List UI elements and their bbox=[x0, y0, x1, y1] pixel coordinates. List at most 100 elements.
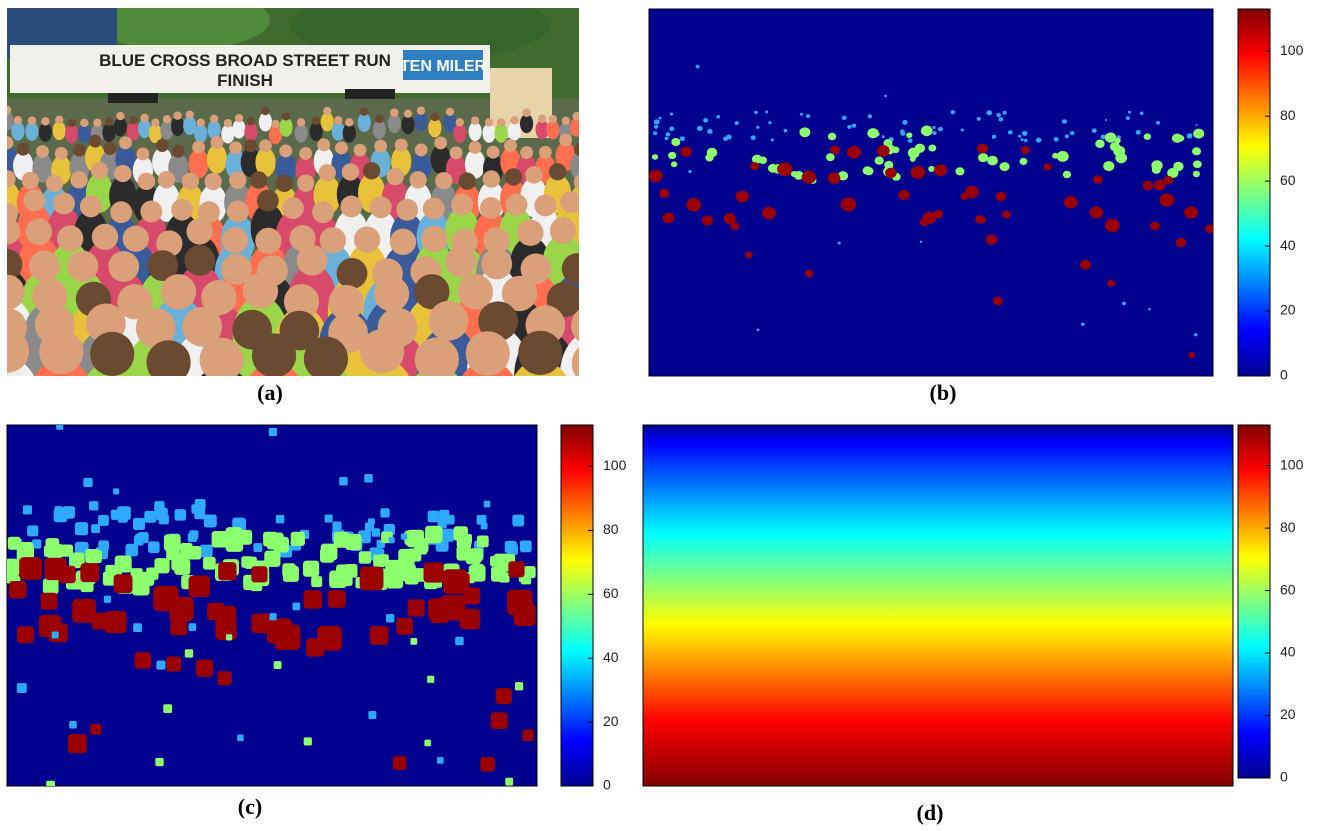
banner-title: BLUE CROSS BROAD STREET RUN bbox=[99, 51, 391, 70]
person-body bbox=[595, 122, 608, 141]
person-head bbox=[451, 194, 473, 216]
blob bbox=[292, 602, 300, 610]
blob bbox=[986, 110, 992, 115]
blob bbox=[920, 241, 923, 243]
blob bbox=[1090, 206, 1104, 218]
blob bbox=[961, 129, 964, 132]
person-head bbox=[210, 115, 218, 123]
person-head bbox=[572, 341, 616, 385]
blob bbox=[938, 127, 943, 131]
blob bbox=[241, 556, 253, 568]
blob bbox=[996, 192, 1006, 201]
blob bbox=[339, 477, 348, 486]
person-head bbox=[110, 201, 132, 223]
person-head bbox=[562, 117, 570, 125]
blob bbox=[754, 111, 758, 114]
person-head bbox=[404, 110, 412, 118]
person-head bbox=[571, 306, 611, 346]
person-head bbox=[129, 116, 137, 124]
colorbar-tick-label: 60 bbox=[1280, 172, 1296, 188]
blob bbox=[364, 474, 372, 482]
blob bbox=[1110, 142, 1120, 151]
person-head bbox=[53, 193, 75, 215]
blob bbox=[783, 129, 787, 132]
blob bbox=[838, 242, 841, 245]
person-head bbox=[317, 138, 330, 151]
blob bbox=[200, 545, 213, 558]
person-head bbox=[354, 226, 380, 252]
blob bbox=[251, 566, 267, 582]
person-head bbox=[585, 218, 611, 244]
person-head bbox=[282, 112, 290, 120]
blob bbox=[1115, 153, 1127, 163]
blob bbox=[80, 563, 99, 582]
blob bbox=[398, 564, 415, 581]
person-body bbox=[570, 152, 590, 181]
blob bbox=[649, 170, 663, 183]
person-head bbox=[279, 144, 292, 157]
blob bbox=[697, 126, 703, 131]
blob bbox=[215, 606, 236, 627]
person-head bbox=[276, 175, 293, 192]
person-head bbox=[597, 116, 605, 124]
blob bbox=[368, 711, 376, 719]
blob bbox=[44, 545, 55, 556]
person-head bbox=[229, 141, 242, 154]
blob bbox=[155, 758, 163, 766]
blob bbox=[1080, 260, 1091, 270]
blob bbox=[437, 757, 444, 764]
blob bbox=[166, 656, 181, 671]
blob bbox=[389, 537, 395, 543]
caption: (a) bbox=[257, 380, 283, 405]
person-head bbox=[297, 174, 314, 191]
blob bbox=[336, 564, 352, 580]
blob bbox=[443, 569, 467, 593]
blob bbox=[1018, 135, 1021, 138]
blob bbox=[380, 508, 389, 517]
person-head bbox=[446, 246, 477, 277]
person-head bbox=[247, 117, 255, 125]
blob bbox=[658, 117, 661, 120]
person-head bbox=[572, 112, 580, 120]
blob bbox=[146, 567, 158, 579]
person-head bbox=[257, 190, 279, 212]
blob bbox=[135, 534, 144, 543]
blob bbox=[69, 721, 77, 729]
colorbar-tick-label: 40 bbox=[1280, 644, 1296, 660]
person-head bbox=[506, 194, 528, 216]
person-head bbox=[116, 112, 124, 120]
person-body bbox=[560, 331, 622, 422]
blob bbox=[1187, 133, 1193, 138]
blob bbox=[765, 111, 768, 114]
blob bbox=[226, 634, 232, 640]
blob bbox=[1105, 132, 1116, 142]
colorbar-tick-label: 0 bbox=[1280, 769, 1288, 785]
banner-subtitle: FINISH bbox=[217, 71, 273, 90]
banner-badge: TEN MILER bbox=[400, 58, 487, 75]
blob bbox=[756, 126, 759, 129]
blob bbox=[311, 576, 322, 587]
blob bbox=[671, 138, 680, 146]
blob bbox=[867, 128, 878, 138]
blob bbox=[360, 566, 384, 590]
person-head bbox=[252, 333, 296, 377]
blob bbox=[522, 729, 534, 741]
blob bbox=[427, 676, 434, 683]
blob bbox=[828, 172, 841, 183]
blob bbox=[370, 626, 389, 645]
person-head bbox=[114, 165, 131, 182]
person-head bbox=[41, 117, 49, 125]
blob bbox=[1107, 280, 1115, 287]
colorbar-tick-label: 100 bbox=[1280, 456, 1304, 472]
person-head bbox=[538, 115, 546, 123]
blob bbox=[993, 297, 1003, 306]
blob bbox=[996, 113, 1001, 117]
blob bbox=[1021, 146, 1030, 154]
blob bbox=[180, 543, 192, 555]
person-head bbox=[29, 251, 60, 282]
blob bbox=[1103, 161, 1114, 171]
blob bbox=[148, 541, 160, 553]
person-head bbox=[244, 139, 257, 152]
blob bbox=[932, 126, 935, 129]
person-head bbox=[522, 109, 530, 117]
